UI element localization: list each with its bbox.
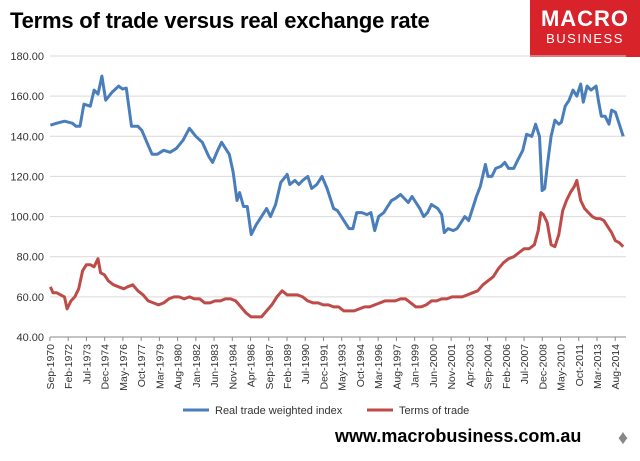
chart-title: Terms of trade versus real exchange rate — [10, 8, 430, 33]
series-lines — [49, 74, 625, 319]
y-tick-label: 60.00 — [16, 292, 44, 304]
legend: Real trade weighted index Terms of trade — [183, 405, 469, 417]
x-tick-label: Feb-1989 — [282, 344, 294, 389]
footer-url[interactable]: www.macrobusiness.com.au — [335, 426, 582, 446]
x-tick-label: Jun-2000 — [428, 344, 440, 388]
x-axis: Sep-1970 Feb-1972 Jul-1973 Dec-1974 May-1976… — [45, 337, 622, 391]
series-line-terms-of-trade — [49, 178, 625, 319]
x-tick-label: Jul-1973 — [81, 344, 93, 384]
legend-label: Real trade weighted index — [215, 405, 343, 417]
x-tick-label: Jun-1983 — [209, 344, 221, 388]
x-tick-label: Aug-1980 — [173, 344, 185, 390]
y-tick-label: 80.00 — [16, 252, 44, 264]
logo-line1: MACRO — [540, 6, 630, 31]
x-tick-label: Mar-1979 — [154, 344, 166, 389]
y-tick-label: 120.00 — [10, 171, 44, 183]
x-tick-label: Apr-1986 — [246, 344, 258, 387]
x-tick-label: Feb-2006 — [501, 344, 513, 389]
x-tick-label: Dec-1974 — [100, 344, 112, 390]
x-tick-label: Nov-1984 — [227, 344, 239, 390]
x-tick-label: Sep-2004 — [483, 344, 495, 390]
x-tick-label: Feb-1972 — [63, 344, 75, 389]
x-tick-label: Mar-2013 — [592, 344, 604, 389]
y-tick-label: 160.00 — [10, 91, 44, 103]
legend-label: Terms of trade — [399, 405, 469, 417]
y-tick-label: 180.00 — [10, 51, 44, 63]
gridlines — [50, 55, 626, 338]
series-line-real-trade-weighted-index — [49, 74, 625, 237]
y-axis: 180.00 160.00 140.00 120.00 100.00 80.00 60.00… — [10, 51, 44, 344]
y-tick-label: 100.00 — [10, 212, 44, 224]
x-tick-label: Jul-1990 — [300, 344, 312, 384]
x-tick-label: Oct-1977 — [136, 344, 148, 387]
x-tick-label: Jan-1982 — [191, 344, 203, 388]
x-tick-label: Oct-1994 — [355, 344, 367, 387]
x-tick-label: Dec-1991 — [318, 344, 330, 390]
x-tick-label: Aug-2014 — [610, 344, 622, 390]
x-tick-label: Aug-1997 — [391, 344, 403, 390]
x-tick-label: Nov-2001 — [446, 344, 458, 390]
x-tick-label: May-2010 — [556, 344, 568, 391]
wolf-icon: ♦ — [617, 427, 629, 449]
x-tick-label: Apr-2003 — [464, 344, 476, 387]
x-tick-label: Dec-2008 — [537, 344, 549, 390]
x-tick-label: May-1993 — [337, 344, 349, 391]
y-tick-label: 140.00 — [10, 131, 44, 143]
x-tick-label: Sep-1970 — [45, 344, 57, 390]
x-tick-label: Sep-1987 — [264, 344, 276, 390]
x-tick-label: May-1976 — [118, 344, 130, 391]
x-tick-label: Oct-2011 — [574, 344, 586, 387]
x-tick-label: Jan-1999 — [410, 344, 422, 388]
x-tick-label: Mar-1996 — [373, 344, 385, 389]
logo-line2: BUSINESS — [546, 31, 624, 46]
x-tick-label: Jul-2007 — [519, 344, 531, 384]
macro-business-logo: MACRO BUSINESS — [530, 0, 640, 57]
y-tick-label: 40.00 — [16, 332, 44, 344]
